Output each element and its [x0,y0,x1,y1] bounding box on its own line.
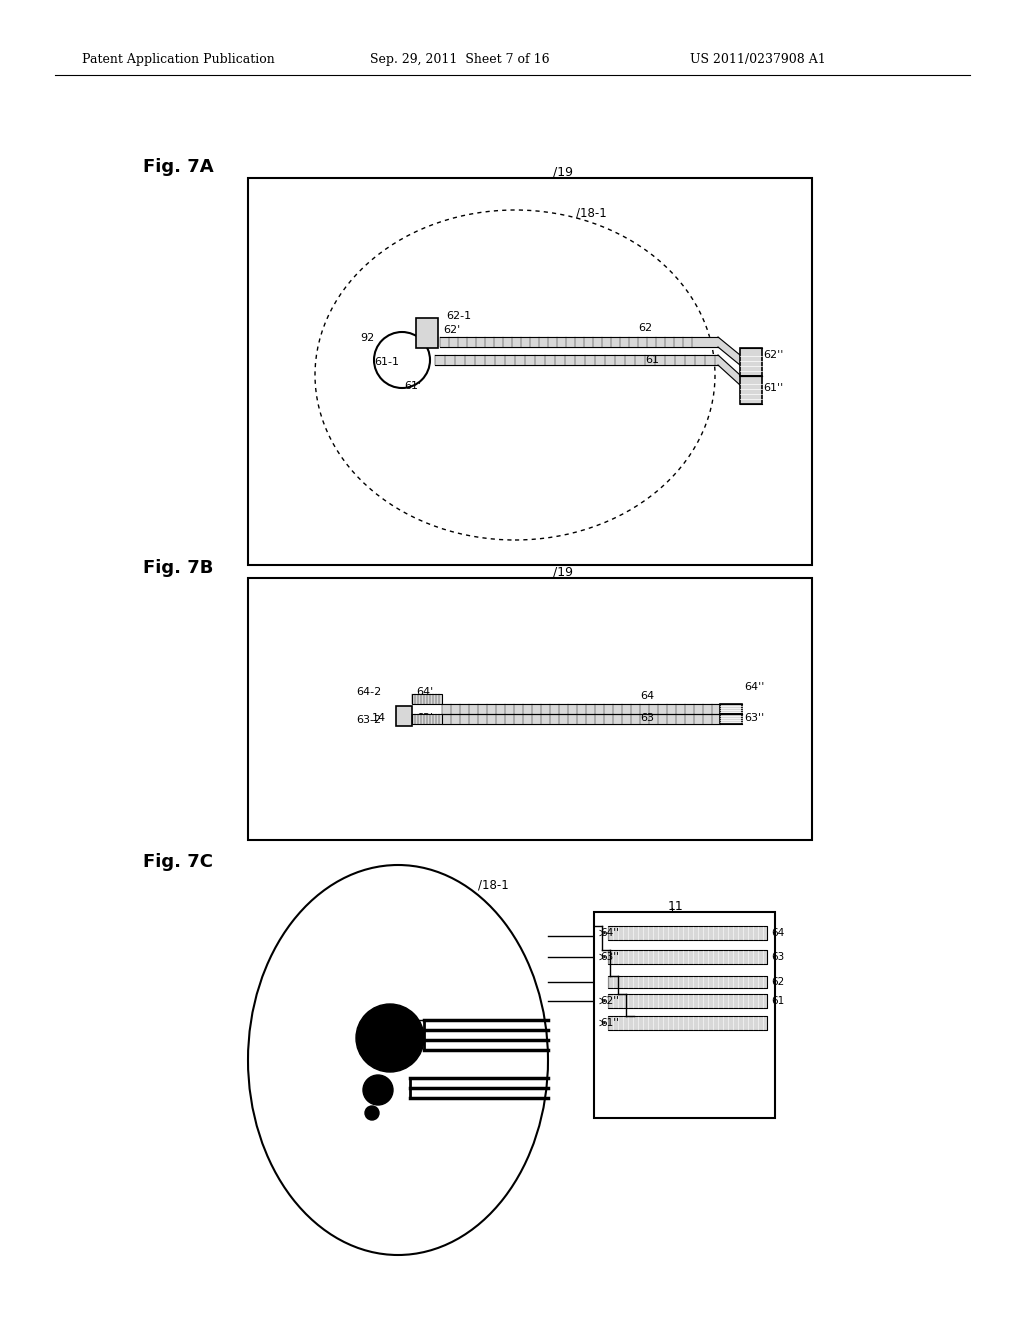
Text: 61'': 61'' [763,383,783,393]
Text: 64': 64' [416,686,433,697]
Text: 64-2: 64-2 [356,686,381,697]
Text: 61': 61' [404,381,421,391]
Text: /18-1: /18-1 [478,879,509,891]
Bar [416,318,438,348]
Text: 63': 63' [416,713,433,723]
Text: 62'': 62'' [763,350,783,360]
Text: 62: 62 [771,977,784,987]
Text: 92: 92 [360,333,374,343]
Text: 62'': 62'' [600,997,618,1006]
Text: 63: 63 [771,952,784,962]
Bar [396,706,412,726]
Bar [248,178,812,565]
Ellipse shape [248,865,548,1255]
Text: 61: 61 [771,997,784,1006]
Text: 14: 14 [372,713,386,723]
Circle shape [365,1106,379,1119]
Bar [720,704,742,714]
Text: 63'': 63'' [600,952,618,962]
Text: 11: 11 [668,899,684,912]
Text: /19: /19 [553,165,573,178]
Text: 63-2: 63-2 [356,715,381,725]
Bar [608,994,767,1008]
Text: US 2011/0237908 A1: US 2011/0237908 A1 [690,54,825,66]
Text: 62: 62 [638,323,652,333]
Text: Sep. 29, 2011  Sheet 7 of 16: Sep. 29, 2011 Sheet 7 of 16 [370,54,550,66]
Text: 64'': 64'' [744,682,764,692]
Text: 63'': 63'' [744,713,764,723]
Text: 64: 64 [771,928,784,939]
Bar [740,348,762,376]
Text: Fig. 7C: Fig. 7C [143,853,213,871]
Bar [412,714,442,723]
Text: 16: 16 [420,318,434,327]
Circle shape [356,1005,424,1072]
Bar [608,950,767,964]
Polygon shape [718,355,740,385]
Text: 64'': 64'' [600,928,618,939]
Circle shape [362,1074,393,1105]
Text: Fig. 7B: Fig. 7B [143,558,213,577]
Text: 62': 62' [443,325,460,335]
Text: 61-1: 61-1 [374,356,399,367]
Bar [740,376,762,404]
Bar [412,694,442,704]
Text: 64: 64 [640,690,654,701]
Bar [608,927,767,940]
Bar [720,714,742,723]
Text: 62-1: 62-1 [446,312,471,321]
Text: 61'': 61'' [600,1018,618,1028]
Bar [594,912,775,1118]
Bar [608,1016,767,1030]
Text: /18-1: /18-1 [575,206,607,219]
Polygon shape [718,337,740,366]
Bar [248,578,812,840]
Text: /19: /19 [553,565,573,578]
Text: 61: 61 [645,355,659,366]
Text: Patent Application Publication: Patent Application Publication [82,54,274,66]
Bar [608,975,767,987]
Text: 63: 63 [640,713,654,723]
Text: Fig. 7A: Fig. 7A [143,158,214,176]
